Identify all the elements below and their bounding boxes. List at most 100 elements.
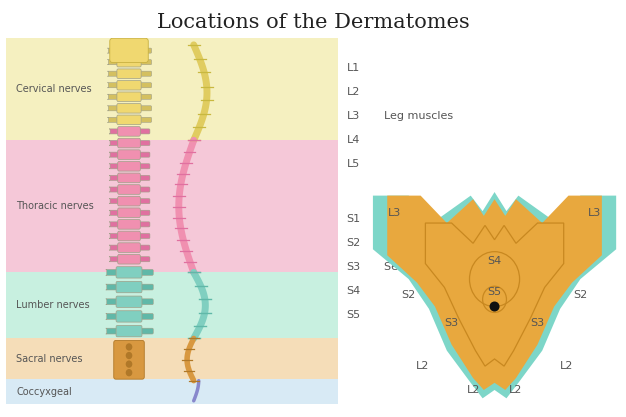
FancyBboxPatch shape	[116, 325, 142, 337]
Text: S4: S4	[347, 286, 361, 296]
Text: L4: L4	[347, 136, 360, 146]
FancyBboxPatch shape	[117, 115, 141, 125]
Text: Cervical nerves: Cervical nerves	[16, 84, 92, 94]
FancyBboxPatch shape	[118, 196, 140, 206]
FancyBboxPatch shape	[109, 210, 119, 215]
FancyBboxPatch shape	[106, 269, 118, 275]
FancyBboxPatch shape	[109, 176, 119, 181]
FancyBboxPatch shape	[139, 106, 151, 111]
FancyBboxPatch shape	[138, 257, 150, 262]
FancyBboxPatch shape	[118, 173, 140, 183]
Bar	[6, 379, 338, 404]
FancyBboxPatch shape	[138, 245, 150, 250]
FancyBboxPatch shape	[118, 150, 140, 159]
FancyBboxPatch shape	[109, 245, 119, 250]
FancyBboxPatch shape	[139, 117, 151, 122]
FancyBboxPatch shape	[108, 83, 118, 88]
Text: Thoracic nerves: Thoracic nerves	[16, 201, 94, 211]
FancyBboxPatch shape	[118, 185, 140, 194]
FancyBboxPatch shape	[116, 311, 142, 322]
Text: Sexual functions: Sexual functions	[384, 261, 476, 271]
Text: S4: S4	[488, 256, 501, 266]
Circle shape	[126, 352, 132, 359]
FancyBboxPatch shape	[106, 299, 118, 305]
Text: Lumber nerves: Lumber nerves	[16, 300, 90, 310]
Text: S5: S5	[488, 287, 501, 297]
FancyBboxPatch shape	[117, 69, 141, 78]
FancyBboxPatch shape	[116, 267, 142, 278]
FancyBboxPatch shape	[118, 254, 140, 264]
Text: Bowel, bladder: Bowel, bladder	[384, 238, 467, 248]
Circle shape	[490, 301, 500, 311]
Text: S2: S2	[401, 289, 416, 299]
Text: L1: L1	[347, 63, 360, 73]
FancyBboxPatch shape	[138, 152, 150, 157]
Text: L2: L2	[416, 361, 429, 371]
FancyBboxPatch shape	[117, 92, 141, 102]
Text: S5: S5	[347, 309, 361, 319]
FancyBboxPatch shape	[116, 296, 142, 307]
FancyBboxPatch shape	[109, 187, 119, 192]
FancyBboxPatch shape	[118, 138, 140, 148]
FancyBboxPatch shape	[139, 48, 151, 53]
Text: S2: S2	[573, 289, 588, 299]
FancyBboxPatch shape	[108, 60, 118, 65]
FancyBboxPatch shape	[109, 152, 119, 157]
Bar	[6, 339, 338, 379]
Text: L3: L3	[387, 208, 401, 219]
FancyBboxPatch shape	[140, 269, 153, 275]
FancyBboxPatch shape	[108, 117, 118, 122]
FancyBboxPatch shape	[117, 80, 141, 90]
FancyBboxPatch shape	[118, 161, 140, 171]
FancyBboxPatch shape	[139, 71, 151, 76]
FancyBboxPatch shape	[138, 129, 150, 134]
Circle shape	[126, 360, 132, 368]
Text: S3: S3	[347, 261, 361, 271]
Bar	[6, 272, 338, 339]
Text: S1: S1	[347, 214, 361, 224]
Text: L2: L2	[560, 361, 573, 371]
Text: Locations of the Dermatomes: Locations of the Dermatomes	[156, 13, 470, 32]
FancyBboxPatch shape	[118, 220, 140, 229]
Text: S3: S3	[530, 318, 545, 328]
FancyBboxPatch shape	[138, 234, 150, 239]
FancyBboxPatch shape	[139, 83, 151, 88]
FancyBboxPatch shape	[109, 164, 119, 169]
FancyBboxPatch shape	[138, 187, 150, 192]
Text: L3: L3	[588, 208, 602, 219]
Text: L2: L2	[347, 88, 360, 98]
FancyBboxPatch shape	[139, 60, 151, 65]
Text: L5: L5	[347, 159, 360, 169]
Text: Coccyxgeal: Coccyxgeal	[16, 387, 72, 397]
Bar	[6, 38, 338, 140]
FancyBboxPatch shape	[117, 103, 141, 113]
FancyBboxPatch shape	[117, 58, 141, 67]
FancyBboxPatch shape	[116, 281, 142, 293]
FancyBboxPatch shape	[138, 210, 150, 215]
Text: S2: S2	[347, 238, 361, 248]
FancyBboxPatch shape	[108, 71, 118, 76]
FancyBboxPatch shape	[108, 94, 118, 99]
Text: Leg muscles: Leg muscles	[384, 111, 453, 121]
Polygon shape	[387, 196, 602, 390]
FancyBboxPatch shape	[138, 176, 150, 181]
Bar	[6, 140, 338, 272]
FancyBboxPatch shape	[114, 340, 144, 379]
FancyBboxPatch shape	[109, 234, 119, 239]
FancyBboxPatch shape	[138, 141, 150, 146]
FancyBboxPatch shape	[117, 46, 141, 55]
Circle shape	[126, 369, 132, 377]
Text: Sacral nerves: Sacral nerves	[16, 354, 83, 364]
FancyBboxPatch shape	[140, 284, 153, 290]
FancyBboxPatch shape	[108, 106, 118, 111]
FancyBboxPatch shape	[108, 48, 118, 53]
Text: S3: S3	[444, 318, 459, 328]
Text: L2: L2	[466, 385, 480, 395]
Polygon shape	[373, 192, 616, 398]
FancyBboxPatch shape	[109, 257, 119, 262]
FancyBboxPatch shape	[109, 141, 119, 146]
FancyBboxPatch shape	[106, 314, 118, 319]
FancyBboxPatch shape	[118, 127, 140, 136]
Circle shape	[126, 343, 132, 351]
FancyBboxPatch shape	[138, 164, 150, 169]
